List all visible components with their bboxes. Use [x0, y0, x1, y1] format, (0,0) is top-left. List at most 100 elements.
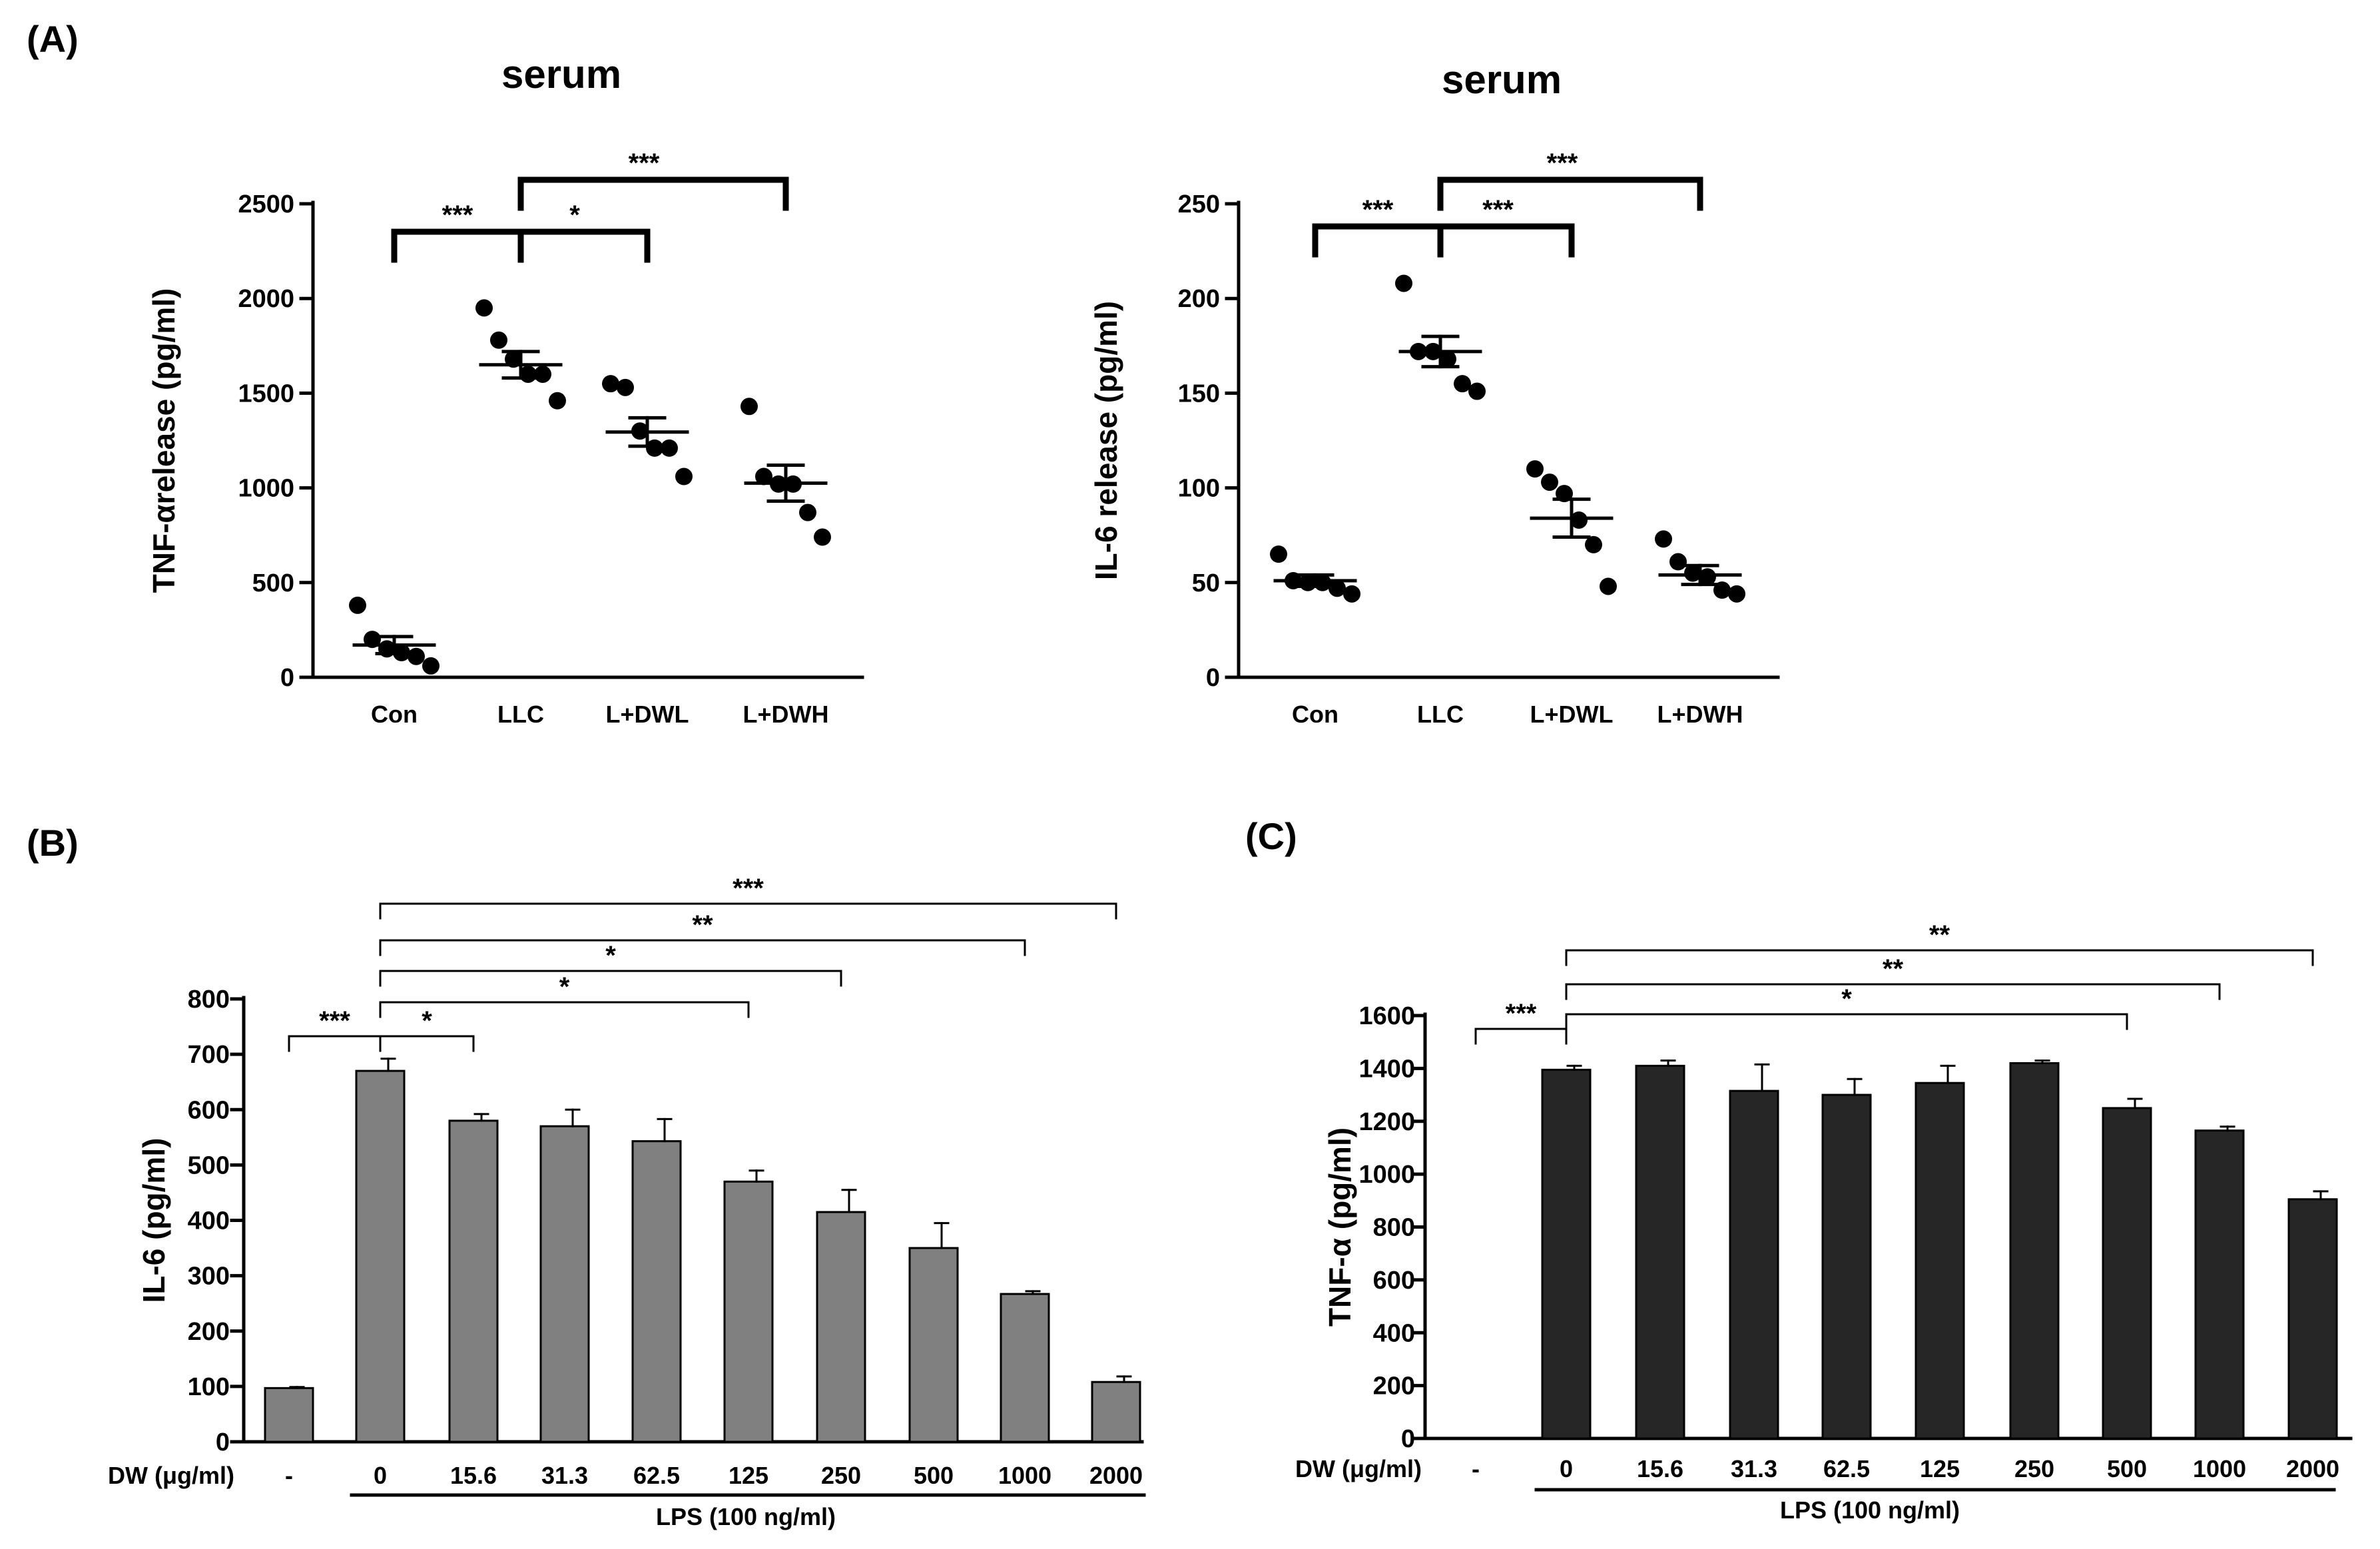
y-tick-label: 200: [1178, 285, 1220, 313]
data-point: [1329, 579, 1346, 597]
x-category-label: LLC: [497, 701, 544, 728]
x-category-label: LLC: [1417, 701, 1464, 728]
y-tick-label: 50: [1192, 569, 1220, 597]
x-category-label: 62.5: [1823, 1455, 1870, 1482]
x-category-label: 250: [2014, 1455, 2054, 1482]
significance-label: ***: [1362, 195, 1394, 224]
lps-label: LPS (100 ng/ml): [1780, 1496, 1960, 1524]
x-category-label: 125: [1920, 1455, 1960, 1482]
y-tick-label: 800: [1373, 1214, 1415, 1242]
y-tick-label: 0: [280, 664, 294, 692]
x-category-label: -: [1472, 1455, 1480, 1482]
data-point: [1541, 473, 1558, 491]
y-tick-label: 400: [188, 1207, 230, 1235]
significance-label: ***: [1506, 999, 1537, 1028]
bar: [1821, 1093, 1872, 1440]
significance-bracket: *: [379, 972, 750, 1018]
chart-title: serum: [501, 52, 621, 97]
lps-label: LPS (100 ng/ml): [656, 1503, 836, 1530]
x-category-label: L+DWH: [1657, 701, 1743, 728]
y-tick-label: 150: [1178, 380, 1220, 408]
data-point: [661, 439, 678, 457]
significance-bracket: ***: [1437, 149, 1703, 211]
x-category-label: 2000: [2286, 1455, 2339, 1482]
y-tick-label: 200: [188, 1318, 230, 1346]
data-point: [741, 398, 758, 416]
y-tick-label: 500: [252, 569, 294, 597]
significance-label: ***: [319, 1006, 350, 1036]
bar: [631, 1140, 682, 1443]
data-point: [422, 657, 440, 675]
bar: [448, 1119, 499, 1443]
x-category-label: 125: [729, 1462, 768, 1489]
significance-label: *: [559, 972, 570, 1002]
bar: [2102, 1107, 2152, 1440]
significance-label: *: [605, 941, 616, 970]
x-category-label: L+DWL: [606, 701, 689, 728]
y-tick-label: 0: [216, 1428, 230, 1456]
data-point: [1585, 535, 1602, 553]
x-category-label: 0: [374, 1462, 387, 1489]
significance-label: *: [569, 200, 580, 230]
y-tick-label: 400: [1373, 1319, 1415, 1347]
x-category-label: 2000: [1089, 1462, 1143, 1489]
data-point: [1570, 511, 1588, 529]
x-category-label: 500: [914, 1462, 954, 1489]
bar: [816, 1211, 866, 1443]
significance-label: **: [1883, 954, 1904, 984]
y-tick-label: 2500: [238, 190, 294, 218]
bar: [2194, 1129, 2245, 1440]
data-point: [1526, 460, 1544, 478]
x-category-label: 31.3: [1731, 1455, 1777, 1482]
data-point: [1454, 375, 1471, 393]
significance-label: **: [1929, 920, 1950, 950]
data-point: [349, 596, 366, 614]
x-category-label: 62.5: [633, 1462, 680, 1489]
bar: [1091, 1381, 1141, 1443]
data-point: [408, 647, 425, 665]
x-category-label: 1000: [2193, 1455, 2246, 1482]
significance-bracket: *: [379, 1006, 475, 1052]
x-category-label: 31.3: [541, 1462, 588, 1489]
y-tick-label: 1400: [1358, 1055, 1415, 1083]
data-point: [1600, 577, 1617, 595]
data-point: [1684, 564, 1701, 582]
chart-title: serum: [1442, 57, 1562, 102]
y-tick-label: 1500: [238, 380, 294, 408]
data-point: [1439, 350, 1456, 368]
data-point: [799, 503, 816, 521]
bar: [2287, 1198, 2338, 1440]
chart-tnf-dw: 0 200 400 600 800 1000 1200 1400 1600 TNF-α (pg/m…: [1295, 920, 2353, 1524]
significance-bracket: ***: [1474, 999, 1568, 1045]
dw-axis-label: DW (μg/ml): [1295, 1455, 1422, 1482]
x-category-label: Con: [1292, 701, 1339, 728]
significance-bracket: ***: [379, 874, 1117, 920]
data-point: [675, 467, 693, 485]
bar: [723, 1180, 774, 1443]
bar: [1915, 1082, 1965, 1440]
data-point: [1270, 545, 1287, 563]
data-point: [475, 299, 493, 317]
chart-il6-dw: 0 100 200 300 400 500 600 700 800 IL-6 (pg/ml) DW …: [108, 874, 1146, 1530]
significance-bracket: ***: [517, 149, 789, 211]
data-point: [1343, 585, 1360, 603]
data-point: [1728, 585, 1745, 603]
significance-bracket: **: [1565, 954, 2221, 1000]
panel-label-b: (B): [27, 822, 79, 864]
y-tick-label: 1000: [238, 475, 294, 503]
y-tick-label: 600: [1373, 1267, 1415, 1295]
bar: [539, 1125, 590, 1443]
y-tick-label: 1000: [1358, 1161, 1415, 1189]
data-point: [1468, 382, 1486, 400]
significance-label: *: [1841, 984, 1852, 1014]
y-axis-label: IL-6 release (pg/ml): [1089, 301, 1123, 580]
y-tick-label: 250: [1178, 190, 1220, 218]
significance-label: *: [422, 1006, 432, 1036]
data-point: [1699, 568, 1716, 586]
panel-label-c: (C): [1245, 815, 1297, 857]
x-category-label: 0: [1560, 1455, 1573, 1482]
y-axis-label: IL-6 (pg/ml): [137, 1138, 171, 1303]
y-axis-label: TNF-α (pg/ml): [1323, 1127, 1357, 1327]
bar: [1000, 1293, 1050, 1443]
